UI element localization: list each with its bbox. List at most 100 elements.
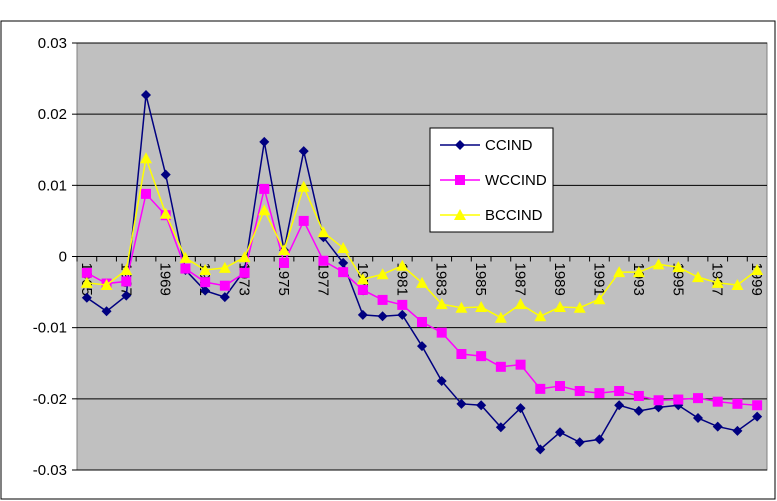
point [455,301,468,313]
point [594,434,605,445]
x-tick-label: 1969 [157,263,174,296]
point [338,257,349,268]
point [159,207,172,219]
point [712,421,723,432]
point [100,278,113,290]
point [672,261,685,273]
point [614,400,625,411]
point [514,298,527,310]
point [494,311,507,323]
point [238,251,251,263]
x-tick-label: 1981 [393,263,410,296]
point [475,301,488,313]
point [752,400,763,411]
y-tick-label: -0.01 [33,320,67,337]
point [535,383,546,394]
point [416,276,428,288]
point [298,146,309,157]
point [397,309,408,320]
legend-label: WCCIND [485,172,547,189]
point [515,403,526,414]
point [337,241,350,253]
point [455,140,465,150]
point [515,359,526,370]
point [732,425,743,436]
y-tick-label: -0.02 [33,391,67,408]
point [613,266,626,278]
point [219,292,230,303]
point [259,136,270,147]
point [495,361,506,372]
point [653,395,664,406]
point [396,259,409,271]
point [376,268,389,280]
x-tick-label: 1989 [551,263,568,296]
point [81,292,92,303]
point [693,413,703,424]
point [121,276,132,287]
point [436,376,447,387]
legend-label: CCIND [485,137,533,154]
point [555,427,565,438]
point [417,341,427,352]
point [554,301,566,313]
point [80,276,93,288]
point [417,316,427,327]
x-tick-label: 1987 [512,263,529,296]
point [141,188,151,199]
point [476,351,487,362]
point [751,264,764,276]
point [673,394,684,405]
y-tick-label: 0.01 [38,177,67,194]
point [278,244,290,256]
point [573,301,586,313]
x-tick-label: 1991 [590,263,607,296]
point [633,405,644,416]
point [593,293,606,305]
point [297,180,310,192]
point [632,266,645,278]
point [732,398,743,409]
point [495,422,506,433]
point [239,267,250,278]
x-tick-label: 1975 [275,263,292,296]
point [377,294,388,305]
point [456,398,467,409]
point [633,390,644,401]
point [356,273,369,285]
point [712,396,723,407]
y-tick-label: -0.03 [33,462,67,479]
point [574,386,585,397]
point [435,298,448,310]
point [535,444,546,455]
y-tick-label: 0.02 [38,106,67,123]
legend-label: BCCIND [485,207,543,224]
point [357,284,368,295]
point [140,152,152,164]
point [752,411,763,422]
point [180,263,191,274]
point [298,215,309,226]
point [357,309,368,320]
x-tick-label: 1999 [748,263,765,296]
point [614,386,625,397]
point [317,226,330,238]
point [692,271,704,283]
point [101,306,112,317]
point [455,175,465,185]
point [456,348,467,359]
point [693,393,703,404]
point [436,327,447,338]
point [534,310,547,322]
point [121,290,132,301]
y-tick-label: 0 [59,249,67,266]
point [397,299,408,310]
point [555,381,565,392]
point [318,255,329,266]
point [179,251,192,263]
point [200,285,211,296]
x-tick-label: 1985 [472,263,489,296]
point [81,267,92,278]
point [594,388,605,399]
